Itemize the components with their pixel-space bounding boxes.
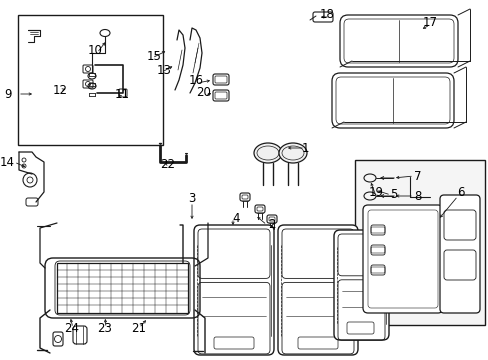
Text: 7: 7 [413,170,421,183]
FancyBboxPatch shape [362,205,442,313]
Text: 3: 3 [188,192,195,204]
Text: 22: 22 [160,158,175,171]
Text: 24: 24 [64,321,80,334]
Bar [57,263,187,313]
Bar [354,160,484,325]
Text: 2: 2 [268,219,275,231]
FancyBboxPatch shape [278,225,357,355]
FancyBboxPatch shape [439,195,479,313]
Text: 4: 4 [232,211,239,225]
FancyBboxPatch shape [194,225,273,355]
Text: 23: 23 [98,321,112,334]
Text: 12: 12 [52,84,67,96]
Text: 5: 5 [389,189,397,202]
Text: 14: 14 [0,156,15,168]
Text: 8: 8 [413,189,421,202]
Ellipse shape [253,143,282,163]
Ellipse shape [279,143,306,163]
Text: 1: 1 [301,141,308,154]
Text: 15: 15 [146,50,161,63]
FancyBboxPatch shape [333,230,388,340]
Text: 16: 16 [188,73,203,86]
Text: 19: 19 [368,186,383,199]
Bar [18,15,163,145]
Text: 21: 21 [131,321,146,334]
Text: 13: 13 [156,63,171,77]
Text: 9: 9 [4,87,12,100]
Text: 17: 17 [422,15,437,28]
FancyBboxPatch shape [331,73,453,128]
Text: 6: 6 [456,186,464,199]
FancyBboxPatch shape [339,15,457,67]
Text: 11: 11 [114,89,129,102]
Text: 10: 10 [87,44,102,57]
Text: 20: 20 [196,86,211,99]
Text: 18: 18 [319,8,334,21]
